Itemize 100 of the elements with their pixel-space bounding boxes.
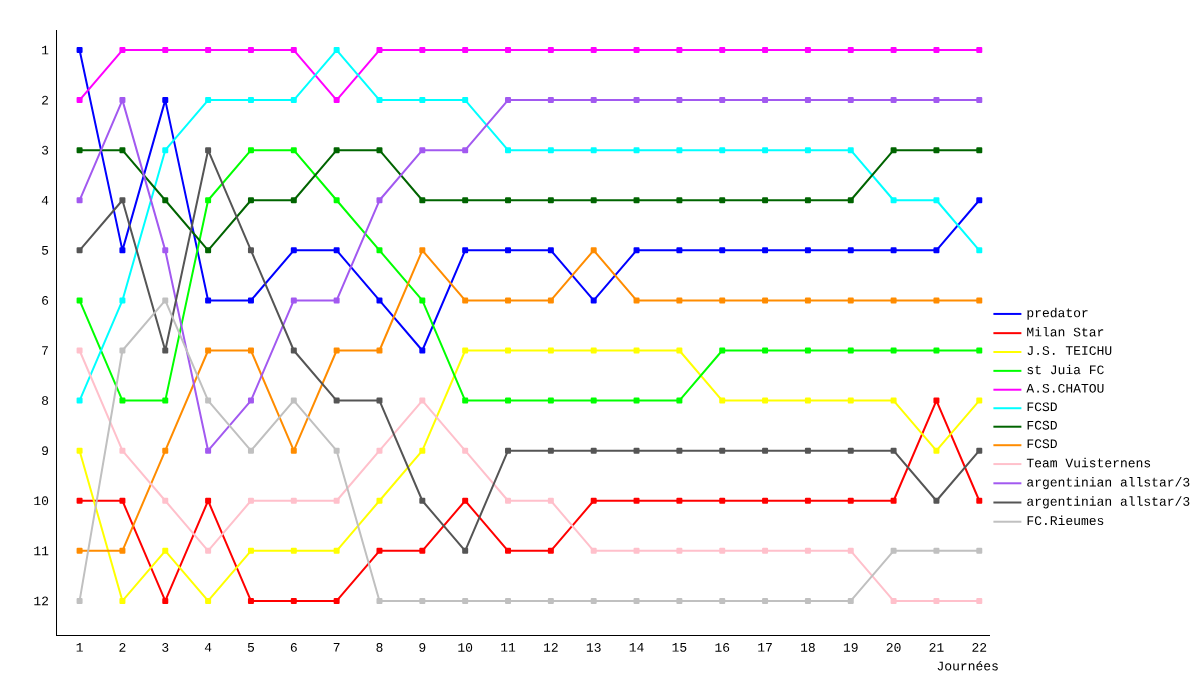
- point: [119, 97, 126, 104]
- point: [376, 47, 383, 54]
- point: [933, 47, 940, 54]
- point: [847, 297, 854, 304]
- point: [119, 497, 126, 504]
- point: [890, 497, 897, 504]
- point: [762, 147, 769, 154]
- point: [847, 47, 854, 54]
- point: [247, 47, 254, 54]
- point: [847, 247, 854, 254]
- point: [633, 197, 640, 204]
- point: [804, 147, 811, 154]
- point: [633, 297, 640, 304]
- point: [719, 397, 726, 404]
- point: [76, 297, 83, 304]
- point: [119, 447, 126, 454]
- point: [205, 197, 212, 204]
- point: [376, 397, 383, 404]
- point: [719, 147, 726, 154]
- point: [462, 597, 469, 604]
- point: [376, 597, 383, 604]
- point: [719, 247, 726, 254]
- point: [333, 497, 340, 504]
- point: [76, 447, 83, 454]
- point: [719, 297, 726, 304]
- point: [333, 147, 340, 154]
- point: [462, 197, 469, 204]
- point: [890, 447, 897, 454]
- point: [590, 147, 597, 154]
- point: [719, 547, 726, 554]
- point: [205, 497, 212, 504]
- point: [119, 297, 126, 304]
- point: [633, 547, 640, 554]
- point: [119, 597, 126, 604]
- point: [590, 597, 597, 604]
- point: [119, 247, 126, 254]
- point: [976, 497, 983, 504]
- point: [76, 147, 83, 154]
- point: [462, 547, 469, 554]
- point: [890, 597, 897, 604]
- point: [976, 97, 983, 104]
- point: [633, 447, 640, 454]
- point: [847, 397, 854, 404]
- point: [205, 597, 212, 604]
- point: [847, 447, 854, 454]
- point: [633, 97, 640, 104]
- point: [205, 97, 212, 104]
- point: [719, 497, 726, 504]
- point: [505, 497, 512, 504]
- point: [205, 397, 212, 404]
- point: [247, 397, 254, 404]
- point: [590, 97, 597, 104]
- point: [933, 447, 940, 454]
- point: [804, 97, 811, 104]
- point: [462, 97, 469, 104]
- point: [376, 147, 383, 154]
- point: [76, 247, 83, 254]
- point: [247, 547, 254, 554]
- point: [247, 497, 254, 504]
- point: [376, 497, 383, 504]
- point: [376, 447, 383, 454]
- point: [762, 247, 769, 254]
- point: [804, 47, 811, 54]
- point: [804, 247, 811, 254]
- point: [804, 597, 811, 604]
- point: [933, 547, 940, 554]
- point: [719, 597, 726, 604]
- point: [590, 547, 597, 554]
- point: [633, 47, 640, 54]
- point: [590, 397, 597, 404]
- point: [933, 97, 940, 104]
- point: [633, 247, 640, 254]
- point: [205, 147, 212, 154]
- point: [333, 397, 340, 404]
- point: [119, 47, 126, 54]
- point: [333, 447, 340, 454]
- point: [804, 547, 811, 554]
- point: [119, 547, 126, 554]
- point: [590, 297, 597, 304]
- point: [890, 297, 897, 304]
- point: [505, 447, 512, 454]
- point: [762, 47, 769, 54]
- point: [76, 547, 83, 554]
- point: [933, 597, 940, 604]
- point: [462, 147, 469, 154]
- point: [505, 297, 512, 304]
- point: [590, 497, 597, 504]
- point: [590, 197, 597, 204]
- point: [847, 497, 854, 504]
- point: [847, 97, 854, 104]
- point: [76, 597, 83, 604]
- point: [462, 397, 469, 404]
- point: [590, 447, 597, 454]
- point: [762, 447, 769, 454]
- point: [247, 297, 254, 304]
- point: [762, 97, 769, 104]
- point: [76, 47, 83, 54]
- point: [847, 597, 854, 604]
- point: [933, 197, 940, 204]
- point: [804, 397, 811, 404]
